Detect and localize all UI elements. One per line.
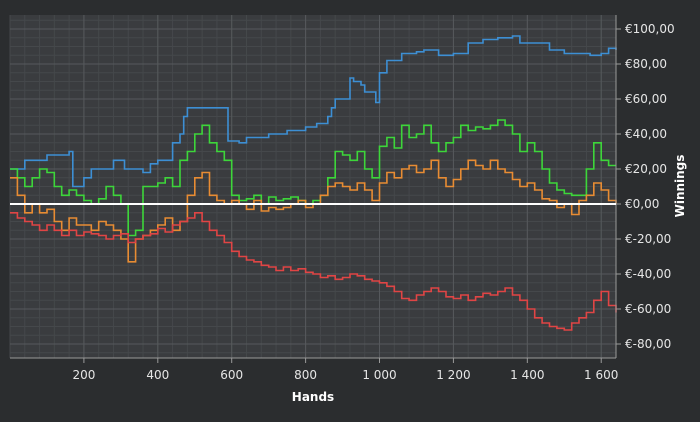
y-tick-label: €0,00 [625,197,659,211]
x-tick-label: 1 400 [510,368,544,382]
x-tick-label: 1 600 [584,368,618,382]
y-tick-label: €20,00 [625,162,667,176]
y-tick-label: €-60,00 [625,302,671,316]
y-tick-label: €100,00 [625,22,675,36]
series-line-4 [10,212,617,331]
y-axis-ticks: €100,00 €80,00 €60,00 €40,00 €20,00 €0,00 €-20… [615,15,675,358]
x-tick-label: 400 [146,368,169,382]
x-tick-label: 1 200 [436,368,470,382]
series-line-2 [10,119,616,237]
x-axis-ticks: 200 400 600 800 1 000 1 200 1 400 1 600 [10,357,618,382]
series-line-1 [10,35,617,188]
x-tick-label: 800 [294,368,317,382]
x-axis-title: Hands [292,390,334,404]
x-tick-label: 1 000 [362,368,396,382]
x-tick-label: 200 [72,368,95,382]
x-tick-label: 600 [220,368,243,382]
y-tick-label: €60,00 [625,92,667,106]
y-tick-label: €80,00 [625,57,667,71]
y-tick-label: €-20,00 [625,232,671,246]
y-axis-title: Winnings [673,155,687,218]
y-tick-label: €-40,00 [625,267,671,281]
y-tick-label: €40,00 [625,127,667,141]
y-tick-label: €-80,00 [625,337,671,351]
